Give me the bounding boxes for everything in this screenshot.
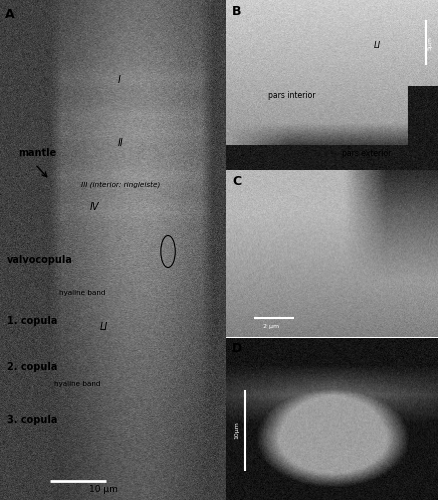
Text: hyaline band: hyaline band	[54, 381, 101, 387]
Text: C: C	[232, 175, 241, 188]
Text: pars interior: pars interior	[268, 90, 315, 100]
Text: LI: LI	[374, 42, 381, 50]
Text: 3. copula: 3. copula	[7, 415, 57, 425]
Text: 10 μm: 10 μm	[89, 484, 118, 494]
Text: mantle: mantle	[18, 148, 57, 158]
Text: I: I	[117, 75, 120, 85]
Text: 5μm: 5μm	[427, 36, 432, 50]
Text: D: D	[232, 342, 242, 355]
Text: 10μm: 10μm	[235, 421, 240, 439]
Text: A: A	[4, 8, 14, 22]
Text: hyaline band: hyaline band	[59, 290, 105, 296]
Text: pars exterior: pars exterior	[343, 148, 392, 158]
Text: 2 μm: 2 μm	[263, 324, 279, 329]
Text: IV: IV	[90, 202, 100, 212]
Text: III (interior: ringleiste): III (interior: ringleiste)	[81, 182, 161, 188]
Text: 2. copula: 2. copula	[7, 362, 57, 372]
Text: LI: LI	[99, 322, 107, 332]
Text: II: II	[117, 138, 123, 147]
Text: valvocopula: valvocopula	[7, 255, 73, 265]
Text: 1. copula: 1. copula	[7, 316, 57, 326]
Text: B: B	[232, 5, 241, 18]
